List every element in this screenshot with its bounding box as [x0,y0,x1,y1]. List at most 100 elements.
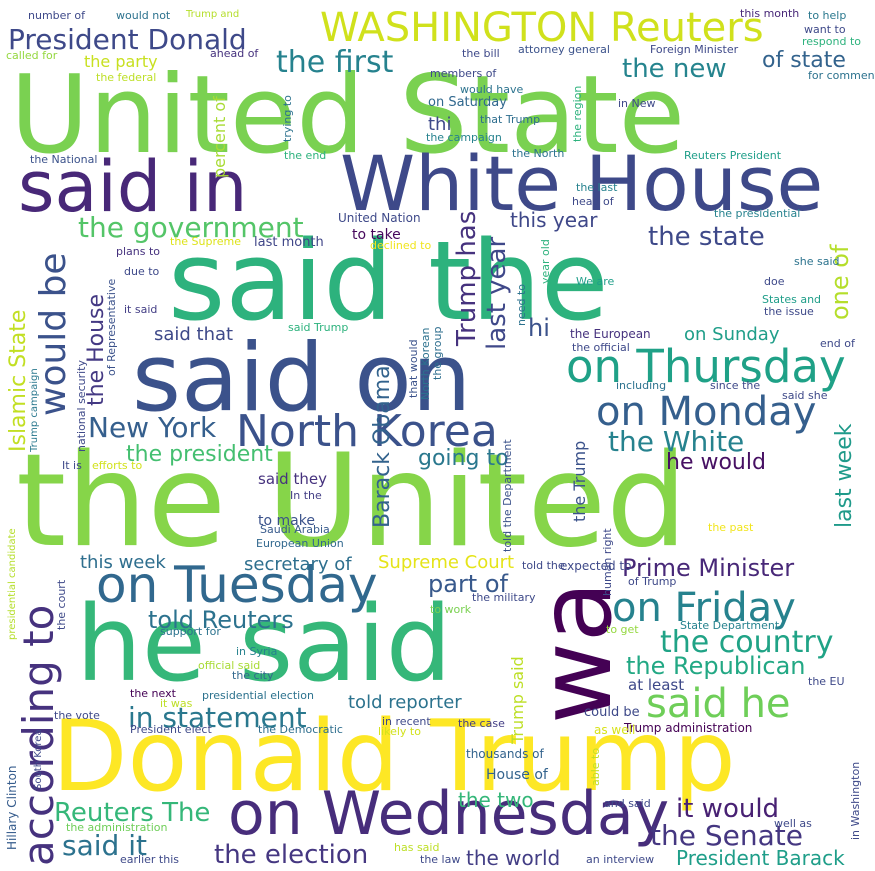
word-the-past: the past [708,521,754,534]
word-last-month: last month [254,235,324,250]
word-since-the: since the [710,379,761,392]
word-the-world: the world [466,846,561,870]
word-presidential-election: presidential election [202,689,314,702]
word-the-court: the court [55,579,68,630]
word-reuters-the: Reuters The [54,798,211,828]
word-prime-minister: Prime Minister [622,554,795,582]
word-trying-to: trying to [281,95,294,142]
word-said-he: said he [646,681,791,727]
word-south-korea: South Korea [33,729,44,790]
word-official-said: official said [198,659,261,672]
word-of-representative: of Representative [105,278,118,376]
word-called-for: called for [6,49,58,62]
word-barack-obama: Barack Obama [370,365,395,528]
word-the-republican: the Republican [626,652,806,680]
word-the-north: the North [512,147,565,160]
word-this-month: this month [740,7,800,20]
word-number-of: number of [28,9,86,22]
word-the-administration: the administration [66,821,168,834]
word-well-as: well as [774,817,812,830]
word-due-to: due to [124,265,160,278]
word-year-old: year old [539,239,552,284]
word-trump-said: Trump said [508,656,527,744]
word-the-party: the party [84,52,158,71]
word-it-would: it would [676,794,780,824]
word-said-in: said in [18,146,248,228]
word-the-national: the National [30,153,98,166]
word-national-security: national security [75,360,88,452]
word-saudi-arabia: Saudi Arabia [260,523,330,536]
word-at-least: at least [628,676,685,694]
word-thi: thi [428,114,452,135]
word-said-trump: said Trump [288,321,349,334]
word-doe: doe [764,275,785,288]
word-an-interview: an interview [586,853,655,866]
word-president-barack: President Barack [676,846,845,870]
word-attorney-general: attorney general [518,43,610,56]
word-would-be: would be [33,252,74,416]
word-trump-campaign: Trump campaign [29,368,40,452]
word-ahead-of: ahead of [210,47,259,60]
word-the-law: the law [420,853,461,866]
word-this-week: this week [80,552,166,573]
word-states-and: States and [762,293,822,306]
word-on-monday: on Monday [596,389,817,435]
word-the-bill: the bill [462,47,500,60]
word-on-sunday: on Sunday [684,324,780,345]
word-as-well: as well [594,723,636,737]
word-expected-to: expected to [560,559,632,573]
word-end-of: end of [820,337,855,350]
word-and-said: and said [604,797,651,810]
word-secretary-of: secretary of [244,554,352,575]
word-in-syria: in Syria [236,645,278,658]
word-wa: wa [517,580,634,724]
word-in-statement: in statement [128,701,307,734]
word-the-two: the two [458,788,534,812]
word-presidential-candidate: presidential candidate [7,528,18,640]
word-the-president: the president [126,442,273,467]
word-new-york: New York [88,411,217,444]
word-the-military: the military [472,591,536,604]
word-the-last: the last [576,181,618,194]
word-washington-reuters: WASHINGTON Reuters [320,5,764,51]
word-to-take: to take [352,227,401,243]
word-the-vote: the vote [54,709,100,722]
word-on-wednesday: on Wednesday [228,779,670,849]
word-trump-administration: Trump administration [624,721,753,735]
word-the-government: the government [78,211,304,244]
word-likely-to: likely to [378,725,421,738]
word-to-make: to make [258,513,315,529]
word-including: including [616,379,667,392]
word-would-have: would have [460,83,524,96]
word-plans-to: plans to [116,245,161,258]
word-foreign-minister: Foreign Minister [650,43,739,56]
word-for-comment: for comment [808,69,875,82]
word-state-department: State Department [680,619,780,632]
word-donald-trump: Donald Trump [52,700,736,814]
word-percent-of: percent of [210,96,229,178]
word-of-state: of state [762,48,846,73]
word-he-would: he would [666,450,766,475]
word-the-united: the United [16,427,688,576]
word-on-thursday: on Thursday [566,340,846,393]
word-part-of: part of [428,570,508,598]
word-of-trump: of Trump [628,575,677,588]
word-want-to: want to [804,23,846,36]
word-that-would: that would [407,339,420,398]
word-told-reporter: told reporter [348,692,462,713]
word-this-year: this year [510,208,598,232]
word-going-to: going to [418,446,509,471]
word-the-next: the next [130,687,176,700]
word-in-washington: in Washington [849,761,862,840]
word-hillary-clinton: Hillary Clinton [5,765,19,850]
word-could-be: could be [584,705,640,720]
word-the-campaign: the campaign [426,131,502,144]
word-north-korea: North Korea [236,406,498,457]
word-trump-has: Trump has [452,210,482,346]
word-would-not: would not [116,9,171,22]
word-it-is: It is [62,459,82,472]
word-the-trump: the Trump [570,440,589,522]
word-the-election: the election [214,840,369,870]
word-last-year: last year [482,236,512,350]
